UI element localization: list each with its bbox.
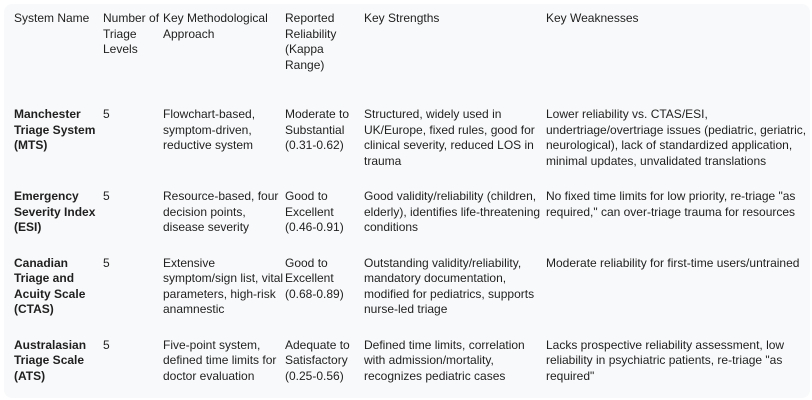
cell-weaknesses: Moderate reliability for first-time user… bbox=[546, 255, 800, 270]
cell-strengths: Outstanding validity/reliability, mandat… bbox=[364, 255, 535, 317]
table-header-row: System Name Number of Triage Levels Key … bbox=[4, 4, 810, 85]
table-row: Australasian Triage Scale (ATS) 5 Five-p… bbox=[4, 318, 810, 385]
cell-triage-levels: 5 bbox=[103, 107, 110, 121]
cell-triage-levels: 5 bbox=[103, 255, 110, 270]
cell-strengths: Structured, widely used in UK/Europe, fi… bbox=[364, 107, 535, 168]
table-panel: System Name Number of Triage Levels Key … bbox=[4, 4, 810, 398]
header-key-strengths: Key Strengths bbox=[364, 11, 440, 25]
cell-strengths: Defined time limits, correlation with ad… bbox=[364, 337, 525, 383]
table-row: Canadian Triage and Acuity Scale (CTAS) … bbox=[4, 236, 810, 318]
triage-systems-table: System Name Number of Triage Levels Key … bbox=[4, 4, 810, 384]
cell-system-name: Manchester Triage System (MTS) bbox=[14, 107, 96, 152]
header-reported-reliability: Reported Reliability (Kappa Range) bbox=[285, 11, 337, 72]
cell-system-name: Canadian Triage and Acuity Scale (CTAS) bbox=[14, 255, 86, 317]
cell-system-name: Emergency Severity Index (ESI) bbox=[14, 189, 96, 234]
cell-triage-levels: 5 bbox=[103, 337, 110, 352]
header-key-weaknesses: Key Weaknesses bbox=[546, 11, 639, 25]
cell-weaknesses: No fixed time limits for low priority, r… bbox=[546, 189, 796, 219]
cell-approach: Five-point system, defined time limits f… bbox=[163, 337, 277, 383]
header-number-of-levels: Number of Triage Levels bbox=[103, 11, 160, 56]
cell-approach: Extensive symptom/sign list, vital param… bbox=[163, 255, 284, 317]
header-methodological-approach: Key Methodological Approach bbox=[163, 11, 268, 41]
cell-reliability: Adequate to Satisfactory (0.25-0.56) bbox=[285, 337, 350, 383]
cell-reliability: Good to Excellent (0.46-0.91) bbox=[285, 189, 344, 234]
cell-reliability: Moderate to Substantial (0.31-0.62) bbox=[285, 107, 350, 152]
cell-approach: Flowchart-based, symptom-driven, reducti… bbox=[163, 107, 256, 152]
cell-system-name: Australasian Triage Scale (ATS) bbox=[14, 337, 87, 383]
header-system-name: System Name bbox=[14, 11, 90, 25]
cell-strengths: Good validity/reliability (children, eld… bbox=[364, 189, 541, 234]
table-row: Manchester Triage System (MTS) 5 Flowcha… bbox=[4, 85, 810, 169]
table-row: Emergency Severity Index (ESI) 5 Resourc… bbox=[4, 169, 810, 236]
cell-weaknesses: Lacks prospective reliability assessment… bbox=[546, 337, 785, 383]
cell-approach: Resource-based, four decision points, di… bbox=[163, 189, 279, 234]
cell-reliability: Good to Excellent (0.68-0.89) bbox=[285, 255, 344, 301]
cell-weaknesses: Lower reliability vs. CTAS/ESI, undertri… bbox=[546, 107, 807, 168]
cell-triage-levels: 5 bbox=[103, 189, 110, 203]
